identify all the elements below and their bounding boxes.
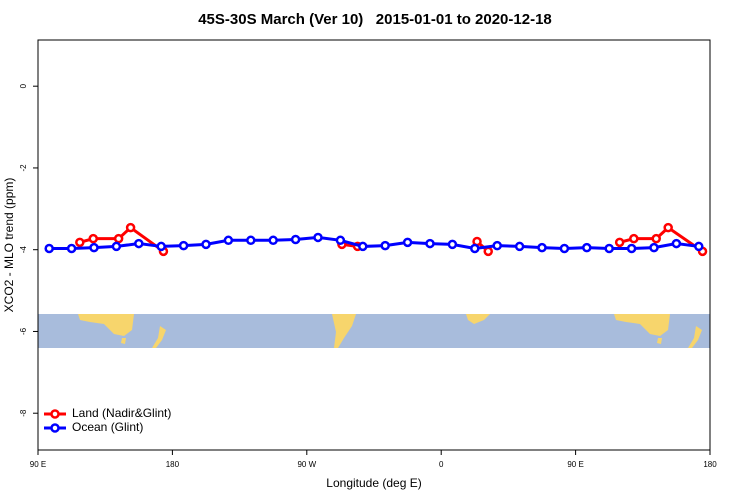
- point: [178, 240, 189, 251]
- y-tick-label: 0: [19, 83, 28, 88]
- point: [313, 232, 323, 243]
- point: [663, 222, 673, 233]
- point: [44, 243, 54, 254]
- point: [223, 235, 234, 246]
- y-tick-label: -4: [19, 246, 28, 254]
- point: [335, 235, 346, 246]
- chart-title: 45S-30S March (Ver 10) 2015-01-01 to 202…: [198, 11, 552, 28]
- point: [470, 243, 480, 254]
- y-tick-label: -8: [19, 409, 28, 417]
- point: [425, 238, 435, 249]
- point: [604, 243, 614, 254]
- point: [582, 242, 592, 253]
- legend-label: Land (Nadir&Glint): [72, 406, 171, 420]
- point: [537, 242, 547, 253]
- point: [358, 241, 368, 252]
- plot-frame: [37, 39, 711, 451]
- point: [629, 233, 639, 244]
- point: [66, 243, 77, 254]
- point: [649, 242, 659, 253]
- point: [290, 234, 301, 245]
- point: [113, 233, 124, 244]
- point: [614, 237, 625, 248]
- point: [134, 238, 144, 249]
- point: [651, 233, 661, 244]
- point: [671, 238, 682, 249]
- point: [492, 240, 502, 251]
- x-tick-label: 180: [703, 460, 717, 469]
- x-tick-label: 180: [166, 460, 180, 469]
- point: [402, 237, 413, 248]
- point: [246, 235, 256, 246]
- legend-marker: [50, 409, 60, 419]
- map-band: [38, 314, 710, 348]
- point: [89, 242, 99, 253]
- point: [447, 239, 458, 250]
- y-axis-label: XCO2 - MLO trend (ppm): [2, 178, 16, 313]
- x-tick-label: 0: [439, 460, 444, 469]
- y-tick-label: -2: [19, 164, 28, 172]
- point: [483, 246, 493, 257]
- x-tick-label: 90 W: [297, 460, 316, 469]
- point: [380, 240, 390, 251]
- point: [514, 241, 525, 252]
- point: [125, 222, 136, 233]
- x-axis-label: Longitude (deg E): [326, 476, 421, 490]
- point: [268, 235, 278, 246]
- legend-marker: [50, 423, 60, 433]
- point: [156, 241, 166, 252]
- y-tick-label: -6: [19, 327, 28, 335]
- legend-label: Ocean (Glint): [72, 420, 143, 434]
- point: [626, 243, 637, 254]
- point: [88, 233, 99, 244]
- point: [111, 241, 122, 252]
- point: [694, 241, 704, 252]
- point: [201, 239, 211, 250]
- point: [559, 243, 570, 254]
- x-tick-label: 90 E: [567, 460, 583, 469]
- point: [75, 237, 85, 248]
- x-tick-label: 90 E: [30, 460, 46, 469]
